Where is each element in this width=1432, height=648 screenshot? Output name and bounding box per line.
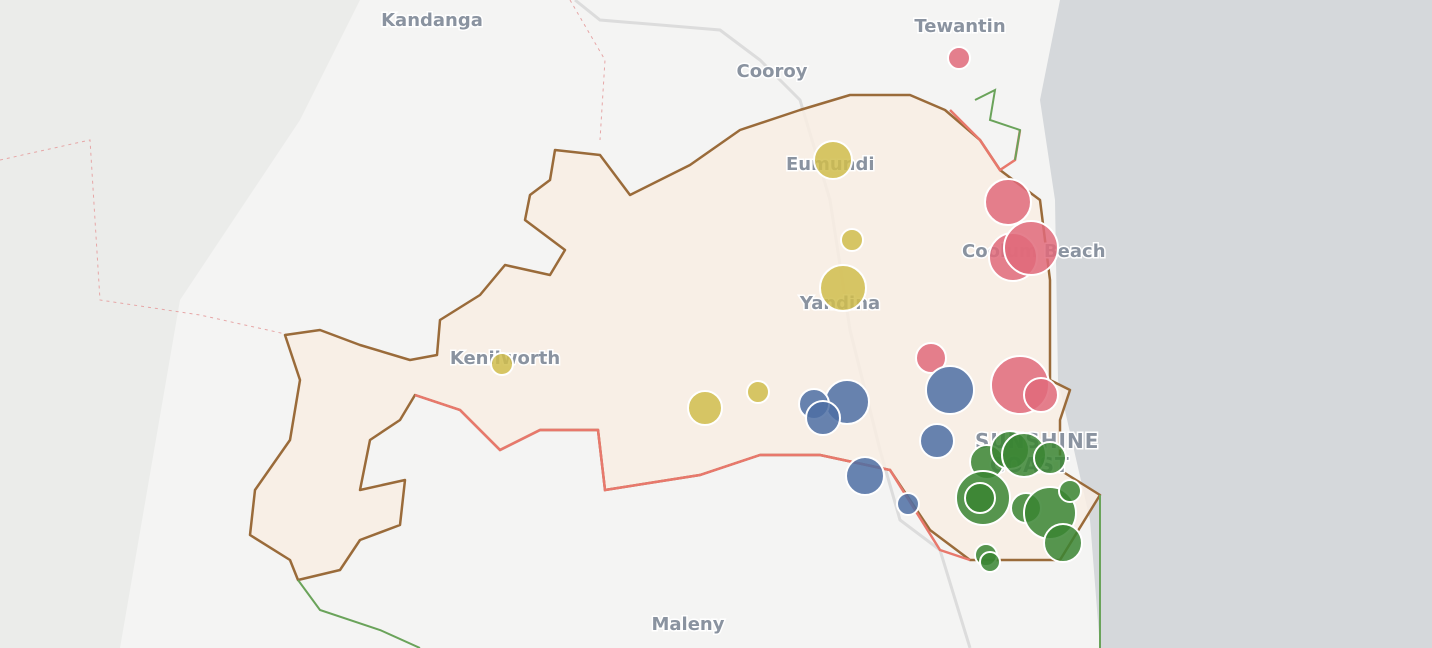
bubble bbox=[1003, 220, 1059, 276]
bubble bbox=[746, 380, 770, 404]
bubble bbox=[947, 46, 971, 70]
bubble bbox=[979, 551, 1001, 573]
bubble bbox=[845, 456, 885, 496]
place-label: Maleny bbox=[652, 614, 725, 635]
bubble bbox=[1023, 377, 1059, 413]
place-label: Kandanga bbox=[381, 10, 483, 31]
bubble bbox=[1058, 479, 1082, 503]
bubble bbox=[1033, 441, 1067, 475]
bubble bbox=[919, 423, 955, 459]
place-label: Tewantin bbox=[914, 16, 1005, 37]
bubble bbox=[813, 140, 853, 180]
bubbles bbox=[490, 46, 1083, 573]
green-boundary bbox=[297, 88, 1101, 648]
place-label: Cooroy bbox=[737, 61, 808, 82]
bubble bbox=[490, 352, 514, 376]
bubble bbox=[805, 400, 841, 436]
boundary bbox=[0, 139, 291, 336]
boundary bbox=[569, 0, 606, 141]
bubble bbox=[915, 342, 947, 374]
bubble bbox=[925, 365, 975, 415]
bubble bbox=[687, 390, 723, 426]
bubble bbox=[964, 482, 996, 514]
bubble bbox=[840, 228, 864, 252]
bubble bbox=[984, 178, 1032, 226]
bubble bbox=[819, 264, 867, 312]
forest bbox=[0, 0, 360, 648]
bubble bbox=[1043, 523, 1083, 563]
sea bbox=[1040, 0, 1432, 648]
bubble bbox=[896, 492, 920, 516]
